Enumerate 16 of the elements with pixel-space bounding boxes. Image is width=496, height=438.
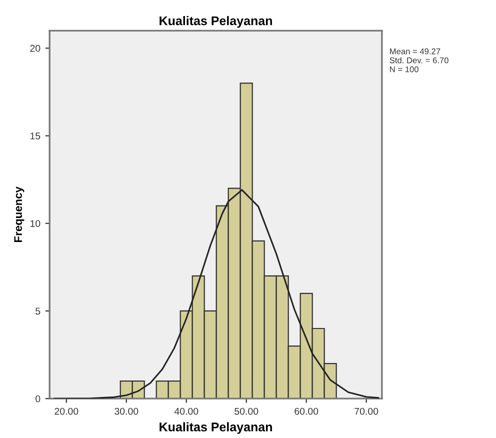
y-tick-label: 20	[30, 44, 40, 52]
y-tick-label: 10	[30, 220, 40, 227]
x-tick-label: 60.00	[294, 408, 318, 415]
y-tick-label: 15	[30, 132, 40, 140]
x-tick-label: 30.00	[114, 408, 138, 415]
x-tick-label: 40.00	[174, 408, 198, 415]
x-axis-title: Kualitas Pelayanan	[160, 422, 272, 434]
chart-title: Kualitas Pelayanan	[160, 16, 272, 28]
x-tick-label: 50.00	[234, 408, 258, 415]
x-tick-label: 20.00	[54, 408, 78, 415]
line-series	[54, 189, 380, 399]
text: Mean = 49.27 Std. Dev. = 6.70 N = 100	[390, 48, 448, 72]
y-tick-label: 5	[36, 308, 40, 315]
x-tick-label: 70.00	[354, 408, 378, 415]
y-axis-title: Frequency	[14, 186, 24, 242]
y-tick-label: 0	[36, 395, 40, 402]
